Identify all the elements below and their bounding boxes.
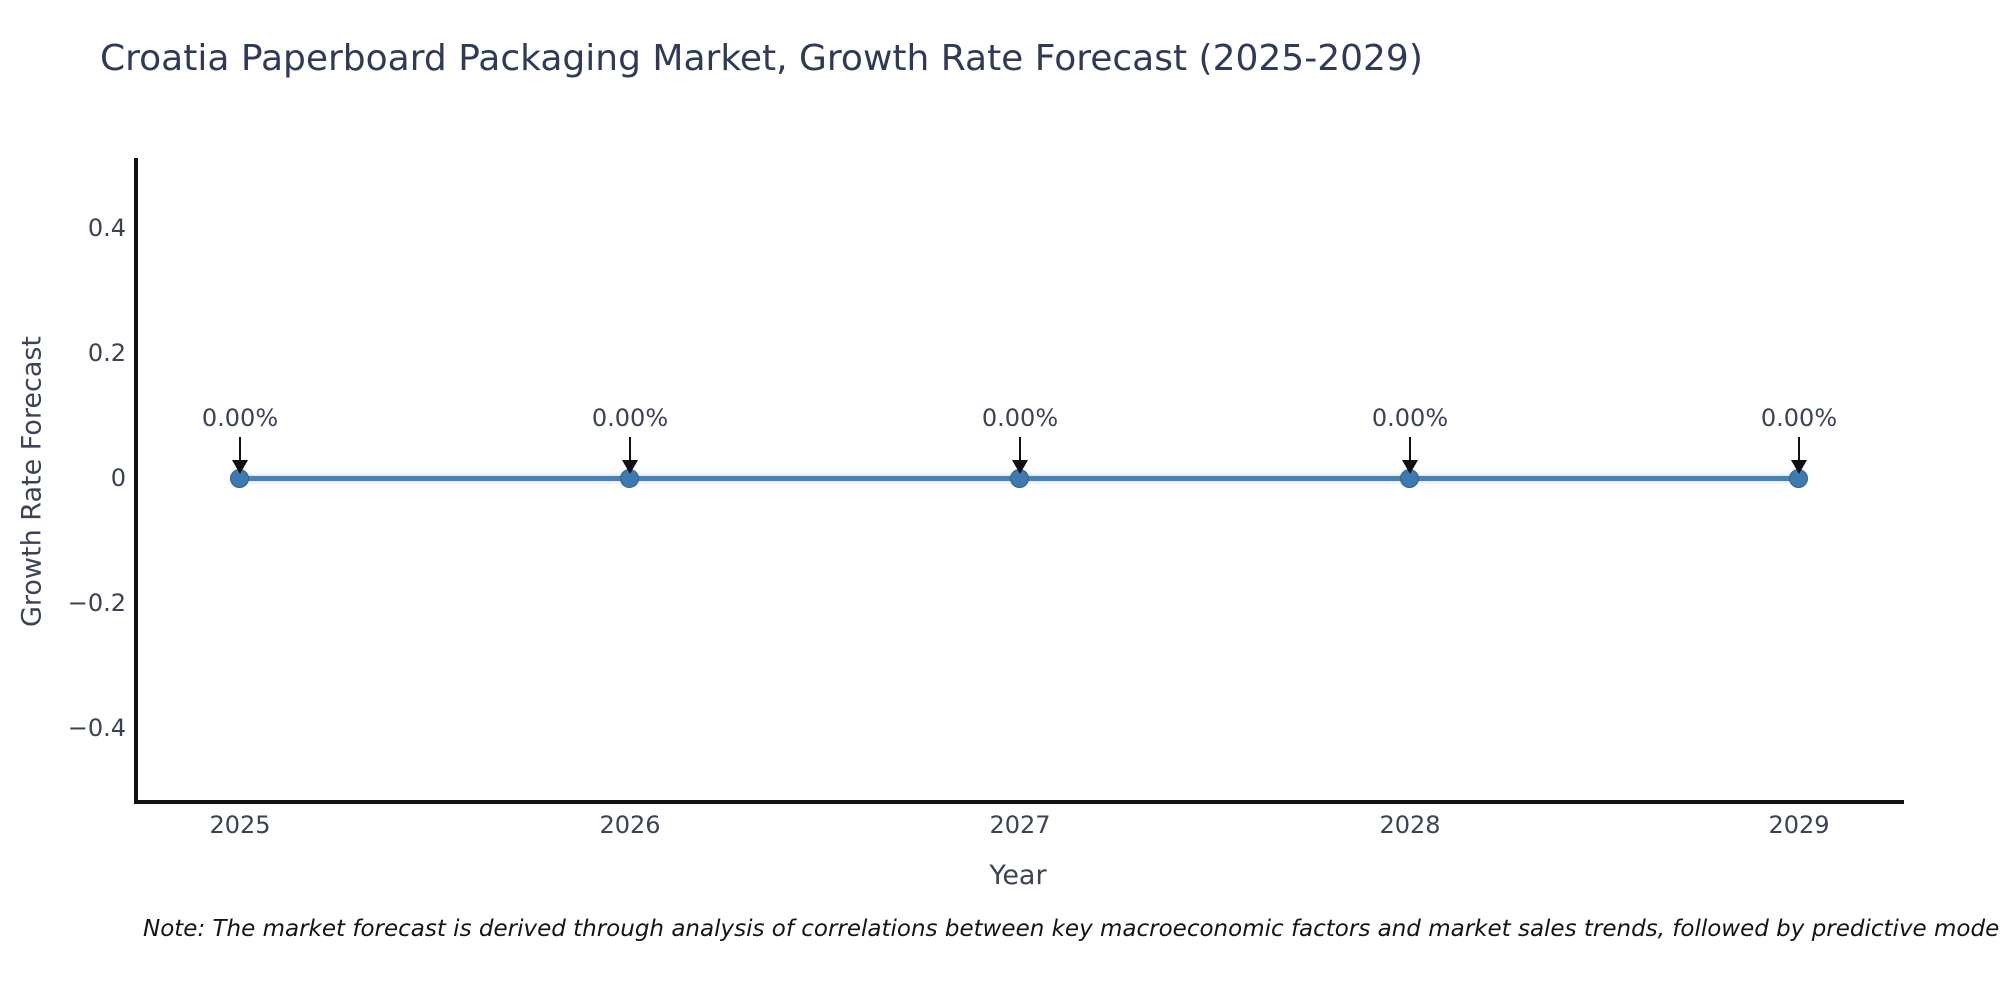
annotation-label: 0.00% bbox=[1760, 404, 1838, 432]
annotation-arrowhead-icon bbox=[1012, 460, 1028, 474]
annotation-arrow bbox=[1798, 437, 1800, 463]
x-tick-label: 2026 bbox=[599, 811, 661, 839]
y-tick-label: −0.2 bbox=[67, 589, 126, 617]
x-tick-label: 2027 bbox=[989, 811, 1051, 839]
y-tick-label: 0.2 bbox=[87, 339, 126, 367]
x-tick-label: 2028 bbox=[1379, 811, 1441, 839]
annotation-label: 0.00% bbox=[1371, 404, 1449, 432]
x-tick-label: 2029 bbox=[1768, 811, 1830, 839]
annotation-arrow bbox=[1019, 437, 1021, 463]
y-tick-label: −0.4 bbox=[67, 714, 126, 742]
y-tick-label: 0 bbox=[110, 464, 126, 492]
annotation-arrow bbox=[239, 437, 241, 463]
y-axis-spine bbox=[134, 158, 138, 804]
annotation-arrowhead-icon bbox=[1402, 460, 1418, 474]
annotation-label: 0.00% bbox=[591, 404, 669, 432]
x-tick-label: 2025 bbox=[209, 811, 271, 839]
chart-title: Croatia Paperboard Packaging Market, Gro… bbox=[100, 38, 1423, 79]
y-axis-title: Growth Rate Forecast bbox=[16, 335, 48, 628]
annotation-arrowhead-icon bbox=[1791, 460, 1807, 474]
annotation-label: 0.00% bbox=[201, 404, 279, 432]
annotation-arrow bbox=[629, 437, 631, 463]
footnote: Note: The market forecast is derived thr… bbox=[143, 916, 2000, 942]
x-axis-title: Year bbox=[989, 860, 1047, 891]
annotation-label: 0.00% bbox=[981, 404, 1059, 432]
y-tick-label: 0.4 bbox=[87, 214, 126, 242]
annotation-arrowhead-icon bbox=[622, 460, 638, 474]
annotation-arrow bbox=[1409, 437, 1411, 463]
x-axis-spine bbox=[134, 800, 1904, 804]
annotation-arrowhead-icon bbox=[232, 460, 248, 474]
